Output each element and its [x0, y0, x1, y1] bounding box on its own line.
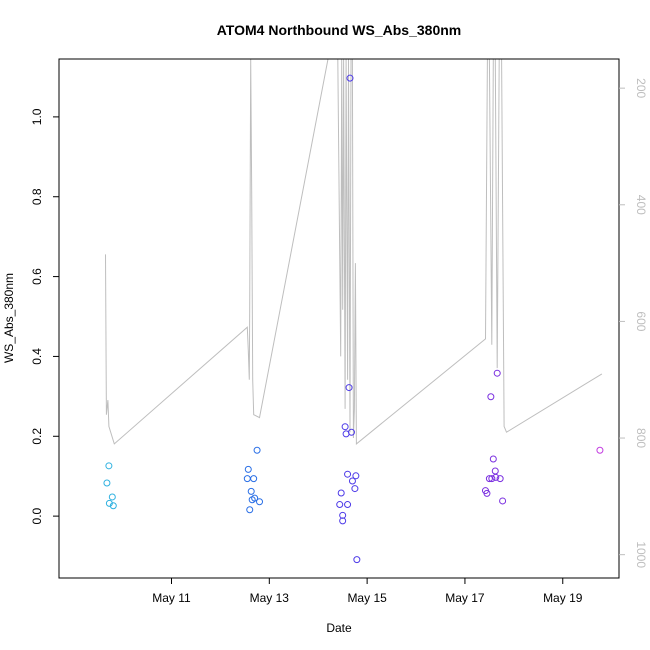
y2-tick-label: 800 — [634, 428, 648, 448]
data-point — [108, 493, 116, 501]
y-axis-label: WS_Abs_380nm — [2, 273, 16, 363]
x-tick-label: May 11 — [152, 591, 191, 605]
data-point — [243, 475, 251, 483]
axes-layer: 0.0 0.2 0.4 0.6 0.8 1.0 May 11 May 13 May 15 May … — [30, 58, 648, 605]
data-point — [348, 477, 356, 485]
data-point — [105, 462, 113, 470]
data-point — [345, 384, 353, 392]
y-tick-label: 0.6 — [30, 268, 44, 285]
x-tick-label: May 19 — [543, 591, 583, 605]
y2-tick-label: 400 — [634, 195, 648, 215]
y2-tick-label: 200 — [634, 78, 648, 98]
x-tick-label: May 15 — [347, 591, 387, 605]
y-tick-label: 0.2 — [30, 428, 44, 445]
data-point — [493, 369, 501, 377]
data-point — [346, 74, 354, 82]
data-point — [109, 502, 117, 510]
y-tick-label: 0.4 — [30, 348, 44, 365]
y-tick-label: 0.0 — [30, 507, 44, 524]
altitude-line — [105, 59, 603, 445]
data-point — [244, 465, 252, 473]
data-point — [337, 489, 345, 497]
data-point — [492, 473, 500, 481]
data-point — [488, 475, 496, 483]
data-point — [489, 455, 497, 463]
data-point — [103, 479, 111, 487]
data-point — [483, 489, 491, 497]
y2-tick-label: 1000 — [634, 541, 648, 568]
altitude-line-layer — [105, 59, 603, 445]
y-tick-label: 0.8 — [30, 188, 44, 205]
data-point — [351, 485, 359, 493]
data-point — [487, 393, 495, 401]
data-point — [347, 428, 355, 436]
data-point — [247, 487, 255, 495]
plot-frame — [58, 58, 620, 579]
data-point — [344, 470, 352, 478]
data-point — [485, 475, 493, 483]
y2-tick-label: 600 — [634, 311, 648, 331]
data-point — [339, 511, 347, 519]
data-point — [353, 556, 361, 564]
data-point — [250, 475, 258, 483]
data-point — [341, 423, 349, 431]
data-point — [105, 499, 113, 507]
data-point — [256, 498, 264, 506]
y-tick-label: 1.0 — [30, 108, 44, 125]
x-tick-label: May 13 — [250, 591, 290, 605]
data-point — [344, 501, 352, 509]
data-point — [352, 472, 360, 480]
chart-title: ATOM4 Northbound WS_Abs_380nm — [217, 22, 462, 38]
data-point — [246, 506, 254, 514]
data-point — [336, 501, 344, 509]
x-axis-label: Date — [326, 621, 352, 635]
data-point — [496, 475, 504, 483]
x-tick-label: May 17 — [445, 591, 485, 605]
data-points-layer — [103, 74, 604, 564]
data-point — [491, 467, 499, 475]
data-point — [596, 446, 604, 454]
data-point — [251, 494, 259, 502]
data-point — [499, 497, 507, 505]
data-point — [253, 446, 261, 454]
